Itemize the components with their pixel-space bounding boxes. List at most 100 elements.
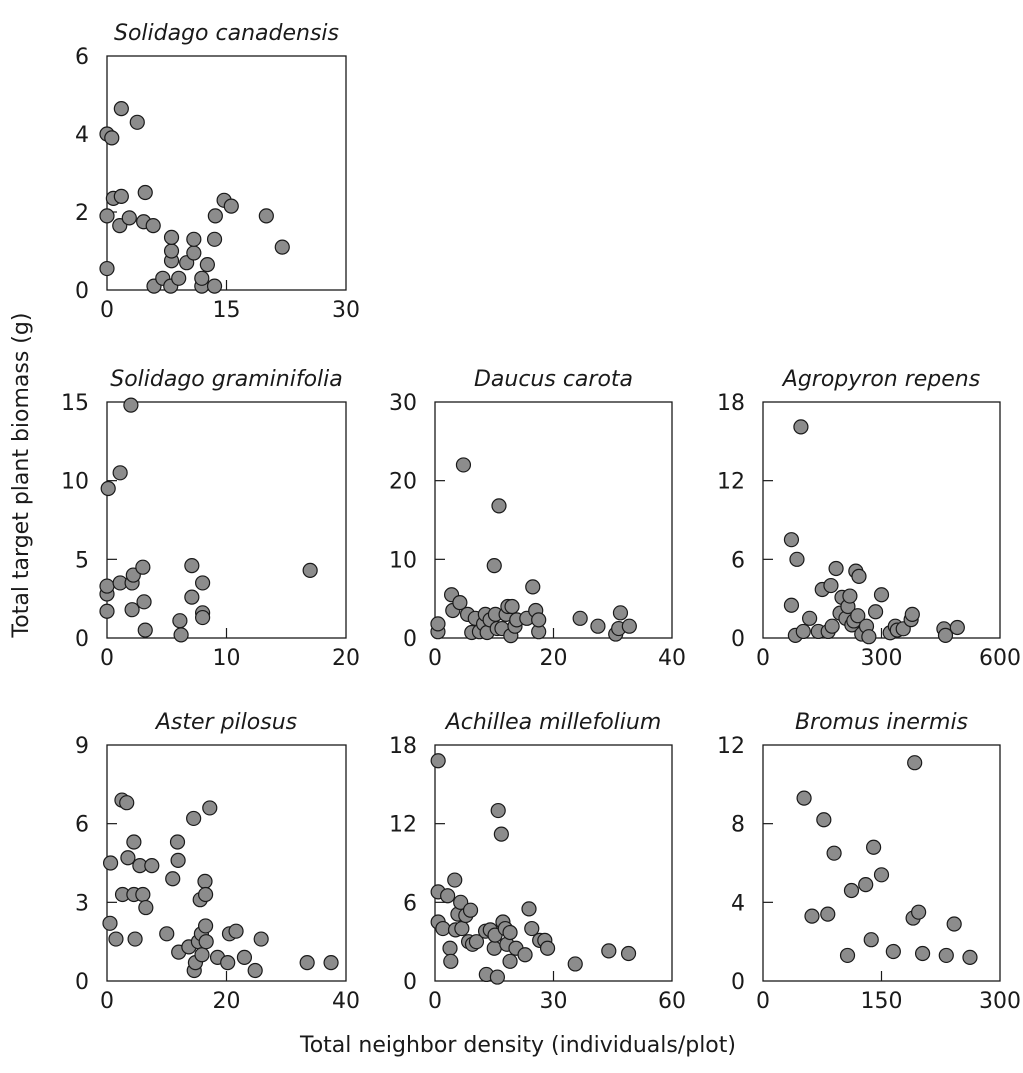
y-tick-label: 4 (731, 891, 745, 916)
data-point (127, 931, 143, 947)
y-tick-label: 0 (75, 279, 89, 304)
data-point (572, 610, 588, 626)
data-point (962, 949, 978, 966)
data-point (199, 257, 215, 273)
x-tick-label: 0 (100, 989, 114, 1014)
y-tick-label: 0 (731, 627, 745, 652)
y-tick-label: 3 (75, 891, 89, 916)
data-point (539, 940, 556, 956)
data-point (197, 886, 214, 903)
y-tick-label: 12 (717, 470, 745, 495)
data-point (207, 208, 223, 224)
data-point (163, 229, 180, 245)
data-point (159, 926, 175, 942)
data-point (220, 955, 236, 971)
data-point (490, 802, 506, 819)
data-point (504, 598, 520, 615)
y-tick-label: 18 (717, 391, 745, 416)
data-point (173, 627, 189, 643)
plot-frame (434, 401, 673, 639)
panel-title: Solidago graminifolia (110, 367, 343, 392)
data-point (867, 604, 884, 620)
data-point (468, 934, 485, 950)
panel-achillea-millefolium: Achillea millefolium 0 30 60 0 6 12 18 (389, 710, 686, 1014)
data-point (873, 587, 890, 603)
x-tick-label: 0 (428, 646, 442, 671)
data-point (170, 852, 186, 868)
y-tick-label: 20 (389, 470, 417, 495)
data-point (202, 800, 218, 816)
data-point (531, 612, 547, 628)
data-point (851, 568, 867, 584)
data-point (206, 278, 223, 294)
data-point (843, 882, 860, 899)
y-tick-label: 2 (75, 201, 89, 226)
data-point (137, 184, 153, 201)
data-point (99, 260, 115, 277)
panel-aster-pilosus: Aster pilosus 0 20 40 0 3 6 9 (75, 710, 360, 1014)
data-point (184, 558, 200, 574)
data-point (850, 608, 866, 624)
data-point (861, 629, 877, 645)
x-tick-label: 300 (979, 989, 1021, 1014)
data-point (521, 901, 537, 917)
plot-frame (762, 744, 1001, 982)
data-point (865, 839, 882, 855)
data-point (99, 578, 115, 594)
data-point (172, 613, 188, 629)
data-point (911, 904, 927, 920)
data-point (783, 532, 800, 548)
panel-title: Daucus carota (474, 367, 633, 392)
x-tick-label: 10 (213, 646, 241, 671)
panel-solidago-canadensis: Solidago canadensis 0 15 30 0 2 4 6 (75, 21, 360, 323)
data-point (820, 906, 836, 922)
data-point (163, 243, 180, 259)
data-point (136, 594, 152, 610)
y-tick-label: 6 (75, 45, 89, 70)
data-point (197, 918, 214, 934)
x-tick-label: 0 (100, 646, 114, 671)
data-point (601, 943, 617, 959)
data-point (517, 947, 533, 963)
data-point (502, 924, 518, 941)
data-point (184, 589, 200, 605)
panel-daucus-carota: Daucus carota 0 20 40 0 10 20 30 (389, 367, 686, 671)
panel-title: Bromus inermis (795, 710, 968, 735)
y-tick-label: 15 (61, 391, 89, 416)
data-point (858, 877, 874, 893)
data-point (789, 551, 805, 567)
x-tick-label: 60 (658, 989, 686, 1014)
data-point (104, 130, 120, 146)
data-point (228, 923, 244, 939)
data-point (323, 955, 339, 971)
data-point (430, 753, 446, 769)
data-point (462, 902, 479, 918)
data-point (195, 609, 211, 626)
data-point (453, 894, 469, 910)
panel-bromus-inermis: Bromus inermis 0 150 300 0 4 8 12 (717, 710, 1021, 1014)
data-point (914, 945, 931, 962)
data-point (795, 623, 811, 640)
data-point (258, 208, 274, 224)
data-point (486, 558, 502, 574)
data-point (620, 945, 637, 962)
data-point (186, 810, 202, 827)
data-point (430, 616, 446, 632)
y-tick-label: 6 (75, 813, 89, 838)
data-point (839, 947, 856, 964)
x-tick-label: 20 (332, 646, 360, 671)
data-point (486, 940, 502, 956)
data-point (863, 932, 879, 948)
data-point (198, 934, 214, 950)
data-point (102, 855, 119, 871)
x-axis-label: Total neighbor density (individuals/plot… (299, 1033, 736, 1058)
data-point (802, 610, 818, 626)
panel-title: Aster pilosus (154, 710, 297, 735)
data-point (123, 397, 139, 413)
data-point (442, 940, 458, 956)
x-tick-label: 15 (213, 298, 241, 323)
y-tick-label: 0 (75, 627, 89, 652)
data-point (590, 618, 606, 634)
data-point (129, 114, 145, 130)
